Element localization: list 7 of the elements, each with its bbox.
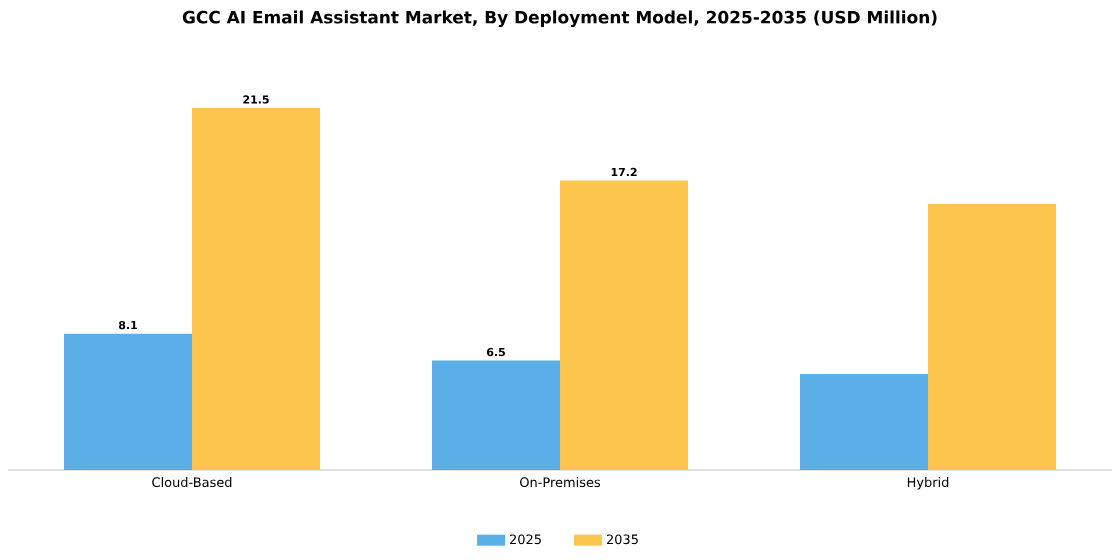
bar (192, 108, 320, 470)
bar (800, 374, 929, 470)
chart-title: GCC AI Email Assistant Market, By Deployment Model, 2025-2035 (USD Million) (182, 10, 937, 28)
bar (928, 203, 1057, 470)
bar (432, 360, 561, 470)
bar (64, 333, 192, 470)
bar (560, 180, 689, 470)
